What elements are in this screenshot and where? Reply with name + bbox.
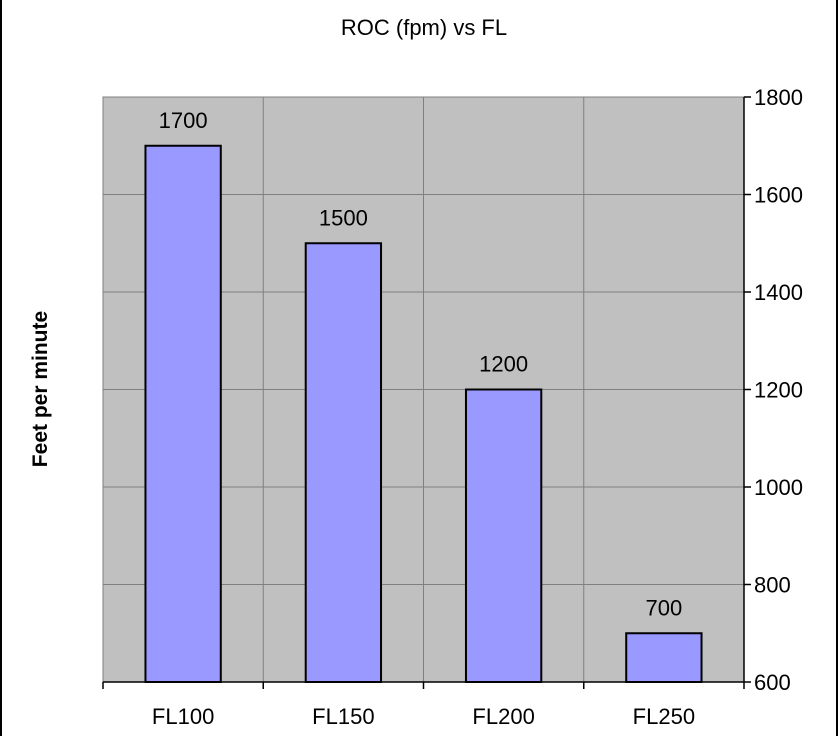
y-tick-label: 600 [754,670,791,695]
x-tick-label: FL200 [472,704,534,729]
bar-fl200 [464,388,543,683]
x-tick-label: FL100 [152,704,214,729]
y-tick-label: 1600 [754,183,803,208]
bar-fl150 [304,242,383,683]
y-axis-label: Feet per minute [29,311,52,467]
bars: 1700 1500 1200 700 [144,108,703,683]
chart-title: ROC (fpm) vs FL [341,15,507,40]
y-tick-label: 1400 [754,280,803,305]
y-axis: 600 800 1000 1200 1400 1600 1800 [743,85,803,695]
x-axis: FL100 FL150 FL200 FL250 [102,681,745,729]
x-tick-label: FL250 [633,704,695,729]
x-tick-label: FL150 [312,704,374,729]
bar-fl100 [144,144,222,683]
y-tick-label: 1200 [754,378,803,403]
bar-fl250 [625,632,703,683]
data-label: 1500 [319,205,368,230]
data-label: 1200 [479,352,528,377]
data-label: 700 [646,595,683,620]
y-tick-label: 1800 [754,85,803,110]
y-tick-label: 800 [754,573,791,598]
data-label: 1700 [159,108,208,133]
y-tick-label: 1000 [754,475,803,500]
